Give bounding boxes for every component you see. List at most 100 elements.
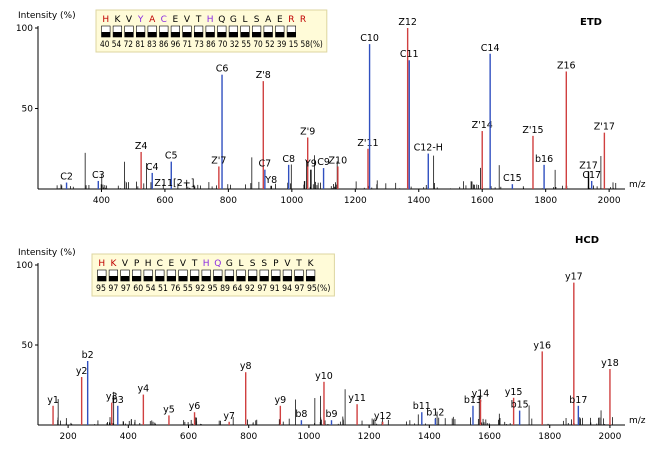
- peptide-residue: T: [195, 15, 202, 25]
- peak-label: y7: [223, 411, 235, 422]
- peptide-residue: V: [122, 259, 129, 269]
- peptide-residue: A: [265, 15, 272, 25]
- y-axis-label: Intensity (%): [18, 11, 76, 21]
- peak-label: C9: [317, 157, 330, 168]
- coverage-fill: [225, 276, 234, 281]
- peak-label: y4: [138, 384, 150, 395]
- peptide-residue: E: [277, 15, 283, 25]
- peptide-residue: K: [114, 15, 121, 25]
- peptide-residue: H: [102, 15, 109, 25]
- peptide-residue: A: [149, 15, 156, 25]
- spectrum-panel-hcd: Intensity (%) m/z HCD 50 100 200 400 600 800 1000…: [16, 235, 646, 442]
- peptide-residue: V: [284, 259, 291, 269]
- peptide-residue: V: [180, 259, 187, 269]
- spectrum-panel-etd: Intensity (%) m/z ETD 50 100 400 600 800 1000 120…: [16, 9, 646, 206]
- coverage-fill: [182, 32, 192, 37]
- peak-label: C4: [146, 162, 159, 173]
- peak-label: b9: [325, 409, 337, 420]
- coverage-fill: [252, 32, 261, 37]
- coverage-fill: [155, 276, 165, 281]
- coverage-fill: [271, 276, 281, 281]
- x-tick-label: 1400: [407, 196, 430, 206]
- peak-label: b3: [112, 395, 124, 406]
- peak-label: y6: [189, 401, 201, 412]
- coverage-fill: [124, 32, 134, 37]
- peak-label: C12-H: [414, 143, 443, 154]
- peptide-residue: T: [191, 259, 198, 269]
- x-tick-label: 1800: [534, 196, 557, 206]
- peptide-residue: Y: [137, 15, 144, 25]
- coverage-fill: [97, 276, 107, 281]
- peak-label: C8: [282, 154, 295, 165]
- peak-label: Z17: [579, 160, 598, 171]
- peak-label: C14: [481, 43, 500, 54]
- peak-label: C10: [360, 33, 379, 44]
- peak-label: C15: [503, 173, 522, 184]
- x-tick-label: 400: [120, 432, 137, 442]
- mode-label: ETD: [580, 17, 602, 28]
- coverage-fill: [190, 276, 199, 281]
- x-tick-label: 1600: [478, 432, 501, 442]
- peptide-residue: H: [98, 259, 105, 269]
- peak-label: Z12: [398, 17, 417, 28]
- peak-label: Z16: [557, 60, 576, 71]
- peak-label: Y9: [304, 159, 317, 170]
- peak-label: b17: [569, 395, 587, 406]
- peak-label: y16: [533, 340, 551, 351]
- peak-label: b12: [426, 408, 444, 419]
- peak-label: Z'7: [211, 155, 226, 166]
- coverage-fill: [205, 32, 215, 37]
- peak-label: y14: [472, 388, 490, 399]
- peptide-residue: S: [254, 15, 260, 25]
- coverage-fill: [143, 276, 153, 281]
- y-tick-label: 100: [16, 261, 33, 271]
- coverage-fill: [171, 32, 180, 37]
- coverage-fill: [259, 276, 269, 281]
- peptide-residue: H: [207, 15, 214, 25]
- x-tick-label: 1000: [297, 432, 320, 442]
- peak-label: Z'8: [256, 70, 271, 81]
- y-tick-label: 50: [22, 341, 34, 351]
- x-tick-label: 1600: [471, 196, 494, 206]
- peak-label: Z4: [135, 141, 148, 152]
- x-tick-label: 800: [240, 432, 257, 442]
- peptide-residue: E: [169, 259, 175, 269]
- coverage-fill: [294, 276, 304, 281]
- y-tick-label: 50: [22, 105, 34, 115]
- peptide-residue: G: [230, 15, 237, 25]
- peak-label: y9: [274, 395, 286, 406]
- peak-label: b11: [413, 401, 431, 412]
- peak-label: Z'9: [300, 126, 315, 137]
- peptide-residue: R: [300, 15, 306, 25]
- x-tick-label: 2000: [598, 432, 621, 442]
- peptide-residue: S: [250, 259, 256, 269]
- coverage-fill: [201, 276, 211, 281]
- peptide-residue: L: [238, 259, 243, 269]
- peak-label: Z'17: [594, 122, 615, 133]
- peak-label: y3: [106, 392, 118, 403]
- x-tick-label: 1000: [280, 196, 303, 206]
- coverage-fill: [275, 32, 285, 37]
- coverage-fill: [236, 276, 246, 281]
- peptide-residue: E: [173, 15, 179, 25]
- peak-label: b13: [464, 395, 482, 406]
- peak-label: y18: [601, 358, 619, 369]
- coverage-fill: [147, 32, 157, 37]
- coverage-fill: [113, 32, 122, 37]
- peptide-residue: P: [273, 259, 279, 269]
- peptide-residue: G: [226, 259, 233, 269]
- coverage-fill: [132, 276, 141, 281]
- coverage-fill: [109, 276, 118, 281]
- peak-label: Z'15: [522, 125, 543, 136]
- peptide-residue: T: [295, 259, 302, 269]
- peptide-coverage-values: 95 97 97 60 54 51 76 55 92 95 89 64 92 9…: [96, 284, 330, 294]
- peak-label: y12: [374, 411, 392, 422]
- coverage-fill: [120, 276, 130, 281]
- coverage-fill: [167, 276, 176, 281]
- peptide-residue: H: [203, 259, 210, 269]
- peak-label: b16: [535, 154, 553, 165]
- peptide-residue: Q: [214, 259, 221, 269]
- peptide-residue: V: [184, 15, 191, 25]
- y-axis-label: Intensity (%): [18, 248, 76, 258]
